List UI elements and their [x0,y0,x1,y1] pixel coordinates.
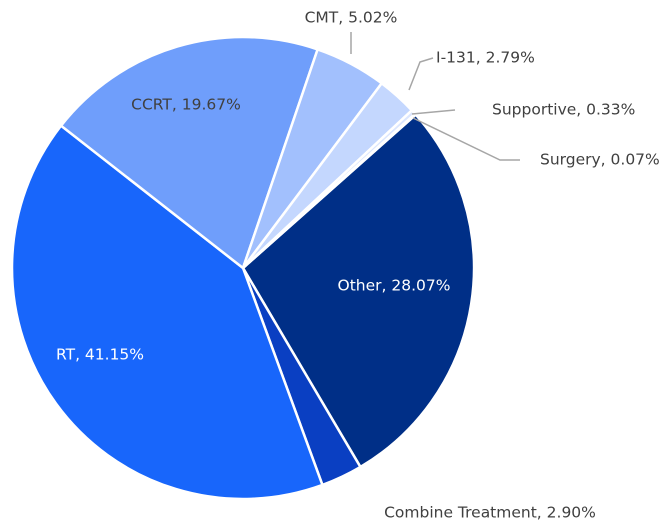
data-label: CMT, 5.02% [305,9,398,27]
data-label: RT, 41.15% [56,346,144,364]
leader-line [412,117,520,161]
leader-line [408,57,434,91]
leader-line [411,109,456,115]
pie-slice [10,123,325,501]
data-label: Surgery, 0.07% [540,151,660,169]
data-label: I-131, 2.79% [436,49,535,67]
data-label: Combine Treatment, 2.90% [384,504,596,522]
data-label: Supportive, 0.33% [492,101,635,119]
pie-slice [241,112,476,469]
data-label: Other, 28.07% [338,277,451,295]
pie-slice [59,35,320,271]
data-label: CCRT, 19.67% [131,96,241,114]
